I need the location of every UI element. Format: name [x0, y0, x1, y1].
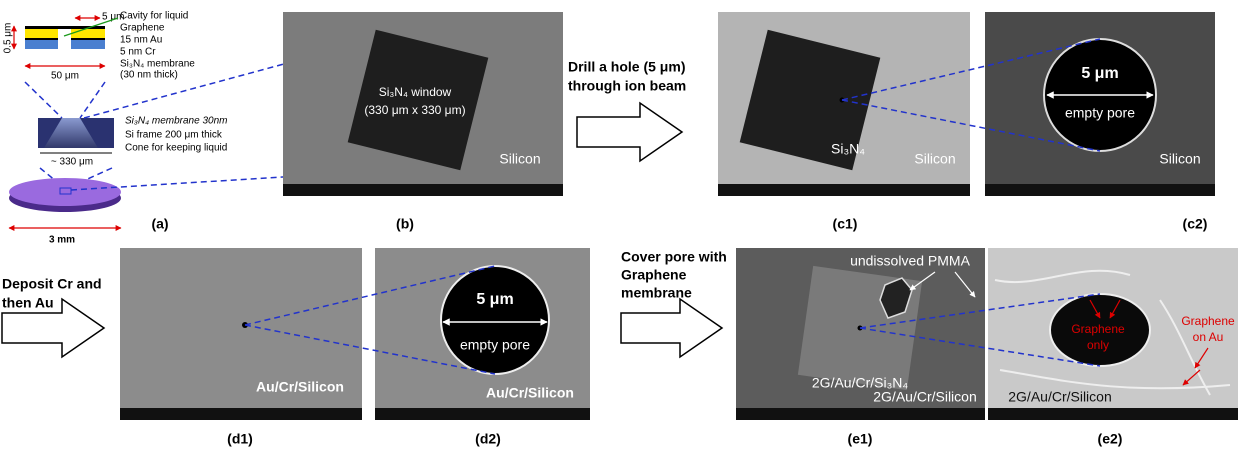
caption: (e2) [1098, 431, 1123, 447]
layer-label: (30 nm thick) [120, 70, 178, 81]
surface-label: Graphene [1181, 314, 1235, 328]
layer-label: Si₃N₄ membrane [120, 59, 195, 70]
disc-diameter: 3 mm [49, 235, 75, 246]
panel-d2: 5 μm empty pore Au/Cr/Silicon (d2) [375, 248, 590, 447]
pore-size: 5 μm [1081, 65, 1118, 82]
frame-width: ~ 330 μm [51, 157, 93, 168]
panel-d1: Au/Cr/Silicon (d1) [120, 248, 362, 447]
layer-label: 15 nm Au [120, 35, 162, 46]
membrane-label: Si₃N₄ [831, 141, 865, 157]
material-label: 2G/Au/Cr/Silicon [1008, 389, 1111, 405]
height: 0.5 μm [3, 23, 14, 54]
step-text: Drill a hole (5 μm) [568, 59, 685, 75]
step-text: Deposit Cr and [2, 276, 102, 292]
step-text: Graphene [621, 267, 687, 283]
step-text: through ion beam [568, 78, 686, 94]
caption: (d1) [227, 431, 253, 447]
window-size: (330 μm x 330 μm) [364, 103, 465, 117]
step-text: membrane [621, 285, 692, 301]
caption: (e1) [848, 431, 873, 447]
pore-label: empty pore [460, 337, 530, 353]
caption: (c2) [1183, 216, 1208, 232]
residue-label: undissolved PMMA [850, 253, 970, 269]
step-text: Cover pore with [621, 249, 727, 265]
caption: (d2) [475, 431, 501, 447]
layer-label: 5 nm Cr [120, 47, 156, 58]
panel-c2: 5 μm empty pore Silicon (c2) [985, 12, 1215, 232]
frame-label: Si frame 200 μm thick [125, 130, 223, 141]
pore-label: empty pore [1065, 105, 1135, 121]
width: 50 μm [51, 71, 79, 82]
caption: (a) [151, 216, 168, 232]
caption: (b) [396, 216, 414, 232]
material-label: Silicon [499, 151, 540, 167]
material-label: 2G/Au/Cr/Silicon [873, 389, 976, 405]
caption: (c1) [833, 216, 858, 232]
arrow [577, 103, 682, 161]
material-label: Silicon [914, 151, 955, 167]
material-label: Au/Cr/Silicon [256, 379, 344, 395]
arrow [621, 299, 722, 357]
step-text: then Au [2, 295, 54, 311]
panel-e1: undissolved PMMA 2G/Au/Cr/Si₃N₄ 2G/Au/Cr… [736, 248, 985, 447]
panel-e2: Graphene only Graphene on Au 2G/Au/Cr/Si… [988, 248, 1238, 447]
pore-label: Graphene [1071, 322, 1125, 336]
frame-label: Cone for keeping liquid [125, 143, 227, 154]
surface-label: on Au [1193, 330, 1224, 344]
pore-size: 5 μm [476, 291, 513, 308]
pore-label: only [1087, 338, 1109, 352]
material-label: Au/Cr/Silicon [486, 385, 574, 401]
panel-b: Si₃N₄ window (330 μm x 330 μm) Silicon (… [283, 12, 563, 232]
panel-c1: Si₃N₄ Silicon (c1) [718, 12, 970, 232]
material-label: Silicon [1159, 151, 1200, 167]
figure: 5 μm 0.5 μm 50 μm Cavity for liquid Grap… [0, 0, 1238, 451]
layer-label: Graphene [120, 23, 165, 34]
window-label: Si₃N₄ window [379, 85, 452, 99]
frame-label: Si₃N₄ membrane 30nm [125, 116, 227, 127]
layer-label: Cavity for liquid [120, 11, 188, 22]
